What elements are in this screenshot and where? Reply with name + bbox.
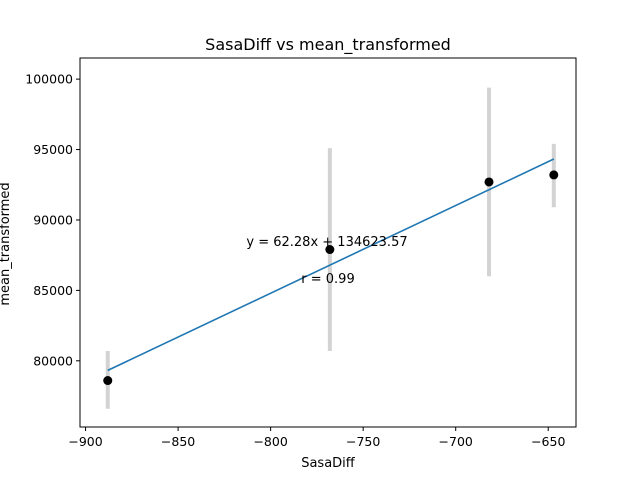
y-axis-label: mean_transformed <box>0 182 13 305</box>
plot-area <box>103 87 559 409</box>
fit-equation-label: y = 62.28x + 134623.57 <box>246 235 407 250</box>
data-point-1 <box>325 245 335 255</box>
x-axis-label: SasaDiff <box>301 456 356 471</box>
y-tick-label-1: 85000 <box>33 283 73 298</box>
data-point-3 <box>549 170 559 180</box>
chart-title: SasaDiff vs mean_transformed <box>205 35 451 55</box>
data-point-2 <box>484 177 494 187</box>
y-tick-label-2: 90000 <box>33 212 73 227</box>
y-axis: 80000 85000 90000 95000 100000 <box>25 72 80 368</box>
x-tick-label-0: −900 <box>68 434 102 449</box>
x-tick-label-2: −800 <box>253 434 287 449</box>
x-tick-label-1: −850 <box>161 434 195 449</box>
y-tick-label-0: 80000 <box>33 353 73 368</box>
x-tick-label-3: −750 <box>346 434 380 449</box>
x-tick-label-5: −650 <box>531 434 565 449</box>
y-tick-label-3: 95000 <box>33 142 73 157</box>
axes-frame <box>79 57 577 428</box>
x-tick-label-4: −700 <box>439 434 473 449</box>
correlation-label: r = 0.99 <box>301 272 354 287</box>
fit-line <box>107 158 555 372</box>
y-tick-label-4: 100000 <box>25 72 73 87</box>
x-axis: −900 −850 −800 −750 −700 −650 <box>68 427 565 449</box>
data-point-0 <box>103 376 113 386</box>
